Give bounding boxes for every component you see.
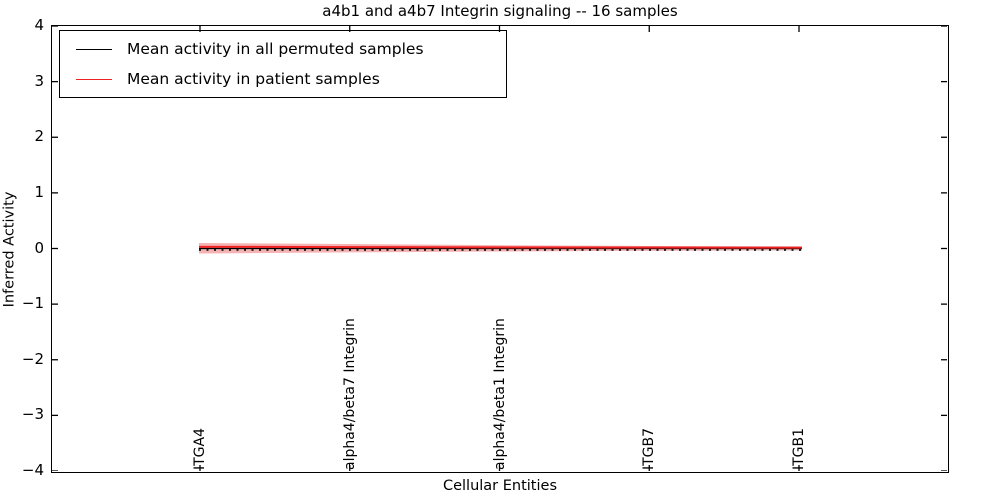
plot-canvas [52,25,947,472]
legend-label-permuted: Mean activity in all permuted samples [127,40,424,58]
legend-label-patient: Mean activity in patient samples [127,70,380,88]
y-tick-label: 0 [34,238,44,257]
plot-area: ITGA4 alpha4/beta7 Integrin alpha4/beta1 I… [51,25,949,473]
x-axis-label: Cellular Entities [442,478,558,494]
x-tick-label-3: alpha4/beta1 Integrin [491,318,508,470]
x-tick-label-5: ITGB1 [791,427,807,470]
y-tick-label: −4 [21,461,44,479]
y-tick-label: 3 [34,71,44,90]
y-tick-label: 2 [34,127,44,146]
legend-entry-permuted: Mean activity in all permuted samples [60,37,506,61]
y-tick-label: 1 [34,182,44,201]
red-line-sample-icon [76,78,112,80]
legend-entry-patient: Mean activity in patient samples [60,67,506,91]
y-tick-label: −1 [21,294,44,313]
y-tick-label: −2 [21,349,44,368]
y-tick-label: 4 [34,16,44,34]
x-tick-label-2: alpha4/beta7 Integrin [341,318,358,470]
black-line-sample-icon [76,48,112,50]
legend: Mean activity in all permuted samples Me… [59,30,507,98]
series-line-mean-activity-in-patient-samples [199,245,802,249]
y-tick-label: −3 [21,405,44,424]
chart-title: a4b1 and a4b7 Integrin signaling -- 16 s… [322,2,678,20]
x-tick-label-4: ITGB7 [641,427,658,470]
x-tick-label-1: ITGA4 [192,427,208,470]
